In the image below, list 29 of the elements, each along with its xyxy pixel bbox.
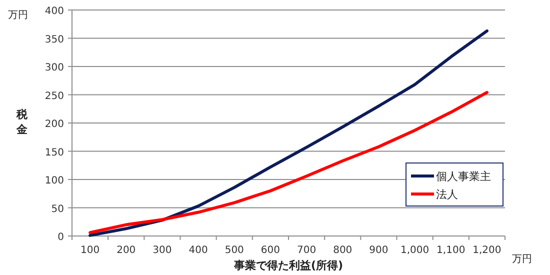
y-tick-label: 100	[44, 176, 64, 186]
line-series	[88, 29, 488, 237]
legend-label: 個人事業主	[436, 170, 491, 183]
x-tick-label: 300	[152, 245, 172, 256]
x-axis-title: 事業で得た利益(所得)	[232, 259, 344, 272]
x-tick-label: 500	[224, 245, 244, 256]
x-tick-label: 600	[260, 245, 280, 256]
y-tick-label: 50	[51, 204, 64, 215]
x-tick-label: 900	[369, 245, 388, 256]
y-tick-label: 300	[44, 62, 64, 74]
x-tick-label: 200	[116, 245, 136, 256]
legend-label: 法人	[436, 188, 458, 201]
y-tick-label: 200	[44, 119, 64, 130]
y-tick-label: 400	[44, 6, 64, 17]
x-tick-label: 1,200	[472, 245, 502, 256]
text: 万円	[8, 10, 28, 21]
x-tick-label: 1,100	[436, 245, 466, 256]
y-axis-title: 税金	[16, 108, 28, 136]
x-tick-label: 700	[296, 245, 316, 256]
x-tick-label: 400	[188, 245, 208, 256]
line-series	[88, 90, 488, 234]
y-tick-label: 250	[44, 90, 64, 102]
x-tick-label: 100	[80, 245, 100, 256]
x-tick-label: 800	[333, 245, 352, 256]
y-tick-label: 150	[44, 147, 64, 158]
y-tick-label: 0	[58, 232, 64, 243]
y-tick-label: 350	[44, 34, 64, 46]
x-tick-label: 1,000	[400, 245, 430, 256]
text: 万円	[512, 254, 532, 265]
